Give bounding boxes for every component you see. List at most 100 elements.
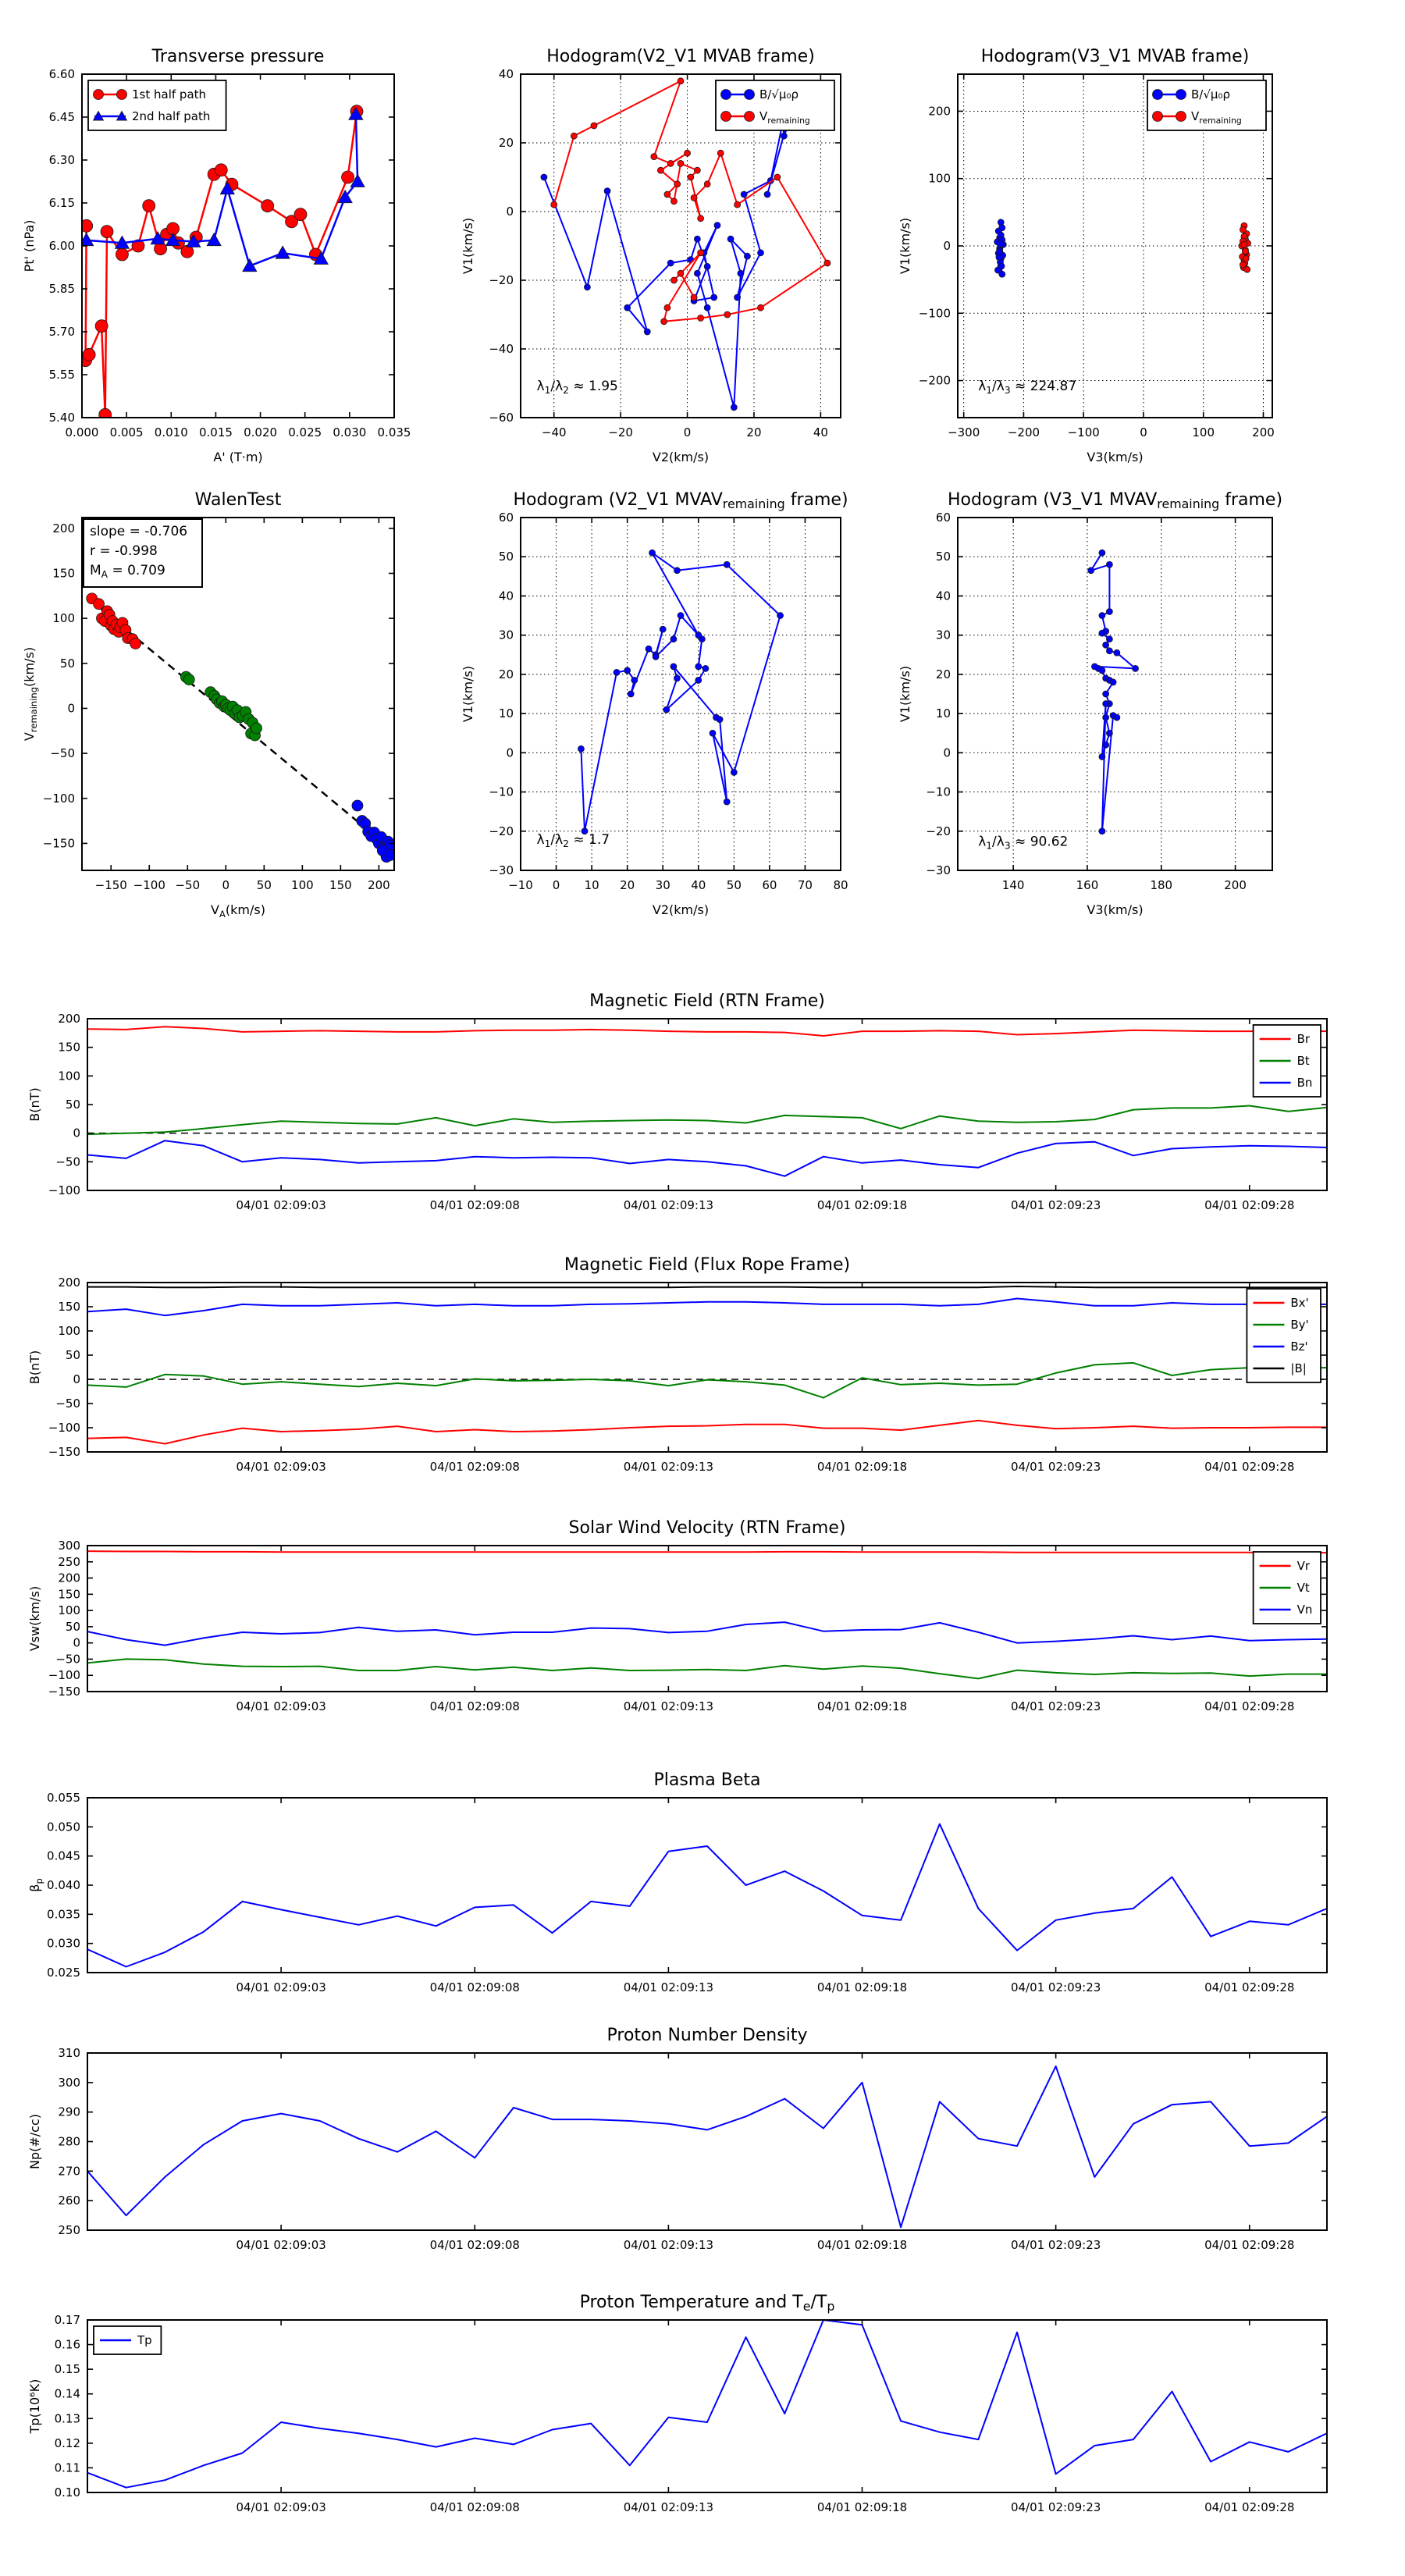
y-axis-label: B(nT) <box>27 1350 42 1384</box>
x-tick-label: 04/01 02:09:28 <box>1204 1460 1294 1474</box>
y-tick-label: 280 <box>58 2135 80 2149</box>
x-tick-label: 04/01 02:09:28 <box>1204 2238 1294 2252</box>
y-tick-label: −30 <box>926 863 951 877</box>
x-tick-label: 0 <box>1140 425 1147 439</box>
y-tick-label: 260 <box>58 2194 80 2208</box>
y-tick-label: 60 <box>936 511 951 525</box>
y-tick-label: −40 <box>489 342 514 356</box>
y-tick-label: 0 <box>73 1636 80 1650</box>
annotation: λ1/λ2 ≈ 1.95 <box>537 379 618 396</box>
x-tick-label: 30 <box>656 878 670 892</box>
y-tick-label: 30 <box>499 628 514 642</box>
legend-label: B/√μ₀ρ <box>1191 87 1230 101</box>
chart-proton-temperature: 04/01 02:09:03 04/01 02:09:08 04/01 02:09:… <box>27 2293 1328 2514</box>
y-tick-label: −20 <box>489 824 514 838</box>
y-tick-label: 0 <box>506 745 514 760</box>
y-tick-label: 310 <box>58 2046 80 2060</box>
x-tick-label: 04/01 02:09:08 <box>430 1699 520 1713</box>
y-axis-label: V1(km/s) <box>461 666 475 722</box>
x-tick-label: 60 <box>762 878 777 892</box>
y-tick-label: 50 <box>60 656 75 671</box>
series-layer <box>86 592 394 863</box>
x-tick-label: 04/01 02:09:13 <box>624 2238 713 2252</box>
x-tick-label: 04/01 02:09:08 <box>430 2500 520 2514</box>
y-tick-label: 6.30 <box>49 153 75 167</box>
series-layer <box>87 1550 1327 1680</box>
y-tick-label: 0 <box>943 745 951 760</box>
x-tick-label: 10 <box>585 878 599 892</box>
y-tick-label: 100 <box>58 1069 80 1083</box>
y-tick-label: 0.17 <box>55 2313 80 2327</box>
x-tick-label: 04/01 02:09:08 <box>430 1460 520 1474</box>
x-tick-label: 0 <box>684 425 692 439</box>
y-tick-label: 100 <box>52 611 75 625</box>
y-tick-label: 150 <box>58 1300 80 1314</box>
x-axis-label: V2(km/s) <box>653 450 709 464</box>
y-tick-label: 20 <box>499 667 514 681</box>
x-tick-label: 04/01 02:09:23 <box>1011 1460 1101 1474</box>
y-tick-label: 20 <box>499 136 514 150</box>
y-tick-label: 40 <box>499 67 514 81</box>
y-axis-label: V1(km/s) <box>461 218 475 274</box>
legend-label: Bt <box>1297 1054 1310 1068</box>
x-tick-label: 200 <box>1252 425 1275 439</box>
y-tick-label: 0.13 <box>55 2411 80 2425</box>
y-tick-label: 50 <box>499 550 514 564</box>
annotation: λ1/λ3 ≈ 90.62 <box>978 834 1068 851</box>
y-axis-label: V1(km/s) <box>898 218 912 274</box>
y-tick-label: 250 <box>58 1555 80 1569</box>
y-tick-label: 0.16 <box>55 2338 80 2352</box>
x-tick-label: 04/01 02:09:18 <box>817 1198 907 1212</box>
x-tick-label: 04/01 02:09:08 <box>430 2238 520 2252</box>
y-axis-label: Vsw(km/s) <box>27 1586 42 1651</box>
x-tick-label: 04/01 02:09:23 <box>1011 1980 1101 1994</box>
y-tick-label: 40 <box>936 589 951 603</box>
y-tick-label: 0.15 <box>55 2362 80 2376</box>
annotation: λ1/λ3 ≈ 224.87 <box>978 379 1076 396</box>
y-tick-label: 60 <box>499 511 514 525</box>
chart-solar-wind-velocity: 04/01 02:09:03 04/01 02:09:08 04/01 02:09:… <box>27 1518 1328 1713</box>
legend-label: Bx' <box>1290 1296 1308 1310</box>
x-tick-label: 04/01 02:09:23 <box>1011 1198 1101 1212</box>
x-tick-label: 100 <box>1192 425 1215 439</box>
y-tick-label: 200 <box>58 1276 80 1290</box>
x-tick-label: −150 <box>95 878 127 892</box>
y-axis-label: Tp(10⁶K) <box>27 2379 42 2435</box>
y-tick-label: 6.00 <box>49 239 75 253</box>
y-tick-label: 6.45 <box>49 110 75 124</box>
y-tick-label: 0 <box>73 1126 80 1140</box>
y-tick-label: −150 <box>48 1685 80 1699</box>
series-layer <box>82 105 365 418</box>
series-layer <box>87 2320 1327 2489</box>
x-tick-label: 0.010 <box>155 425 188 439</box>
chart-title: Hodogram (V2_V1 MVAVremaining frame) <box>513 490 848 511</box>
chart-title: Solar Wind Velocity (RTN Frame) <box>569 1518 846 1538</box>
chart-proton-number-density: 04/01 02:09:03 04/01 02:09:08 04/01 02:09:… <box>27 2026 1328 2252</box>
y-tick-label: 0 <box>67 701 75 715</box>
y-tick-label: 0.050 <box>47 1820 80 1834</box>
x-tick-label: 04/01 02:09:03 <box>236 1460 325 1474</box>
x-tick-label: 20 <box>620 878 635 892</box>
chart-hodogram-v3v1-mvab: −300 −200 −100 0 100 200 −200 −100 0 100 200 Hodogr… <box>898 47 1275 464</box>
x-tick-label: 04/01 02:09:13 <box>624 1460 713 1474</box>
x-tick-label: 70 <box>798 878 813 892</box>
annotation: λ1/λ2 ≈ 1.7 <box>537 832 610 849</box>
legend-label: Bz' <box>1290 1340 1307 1354</box>
chart-title: Proton Temperature and Te/Tp <box>580 2293 835 2314</box>
chart-plasma-beta: 04/01 02:09:03 04/01 02:09:08 04/01 02:09:… <box>27 1770 1328 1994</box>
x-tick-label: −200 <box>1008 425 1040 439</box>
y-tick-label: −10 <box>926 785 951 799</box>
y-axis-label: Vremaining(km/s) <box>22 647 39 741</box>
chart-title: Hodogram (V3_V1 MVAVremaining frame) <box>948 490 1282 511</box>
y-tick-label: −20 <box>926 824 951 838</box>
stats-line: MA = 0.709 <box>90 563 165 580</box>
y-tick-label: 40 <box>499 589 514 603</box>
y-tick-label: 50 <box>66 1348 80 1362</box>
y-tick-label: 30 <box>936 628 951 642</box>
y-tick-label: 0.030 <box>47 1937 80 1951</box>
x-tick-label: −100 <box>133 878 165 892</box>
y-tick-label: 50 <box>66 1098 80 1112</box>
x-tick-label: 04/01 02:09:13 <box>624 1198 713 1212</box>
chart-hodogram-v2v1-mvab: −40 −20 0 20 40 −60 −40 −20 0 20 40 Hodogram(V2_V1 … <box>461 47 841 464</box>
